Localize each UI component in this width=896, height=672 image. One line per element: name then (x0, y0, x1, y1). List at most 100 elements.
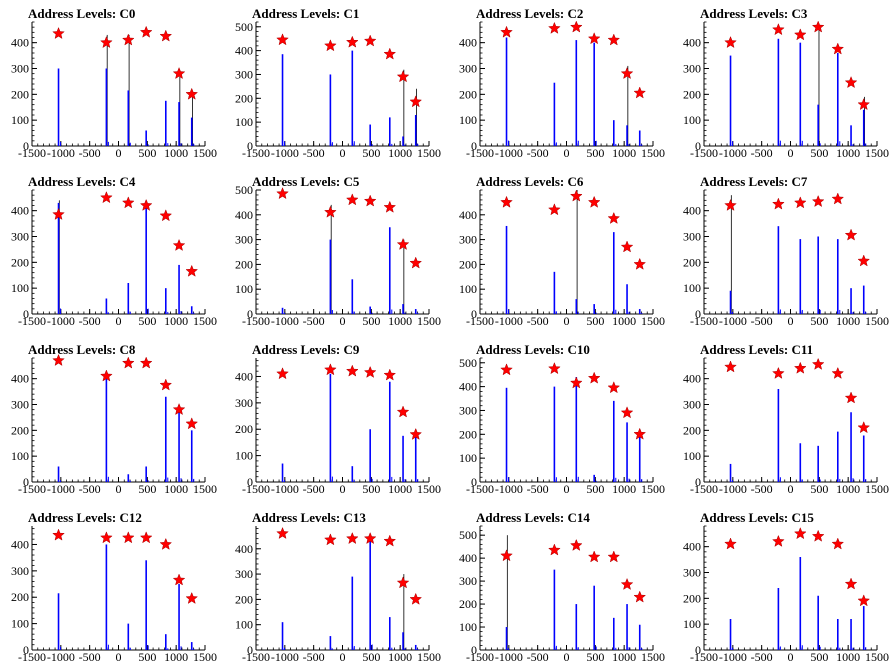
x-tick-label: 1000 (612, 650, 636, 664)
peak-marker (548, 362, 561, 375)
peak-marker (383, 368, 397, 381)
x-tick-label: 500 (362, 146, 380, 160)
y-tick-label: 0 (247, 307, 253, 321)
peak-marker (409, 427, 423, 440)
x-tick-label: -1500 (18, 482, 46, 496)
peak-marker (100, 369, 113, 382)
x-tick-label: 0 (788, 314, 794, 328)
peak-marker (396, 576, 410, 589)
y-tick-label: 100 (683, 617, 701, 631)
y-tick-label: 0 (695, 139, 701, 153)
y-tick-label: 300 (11, 230, 29, 244)
peak-marker (569, 20, 583, 33)
x-tick-label: -1500 (18, 314, 46, 328)
y-tick-label: 0 (247, 643, 253, 657)
x-tick-label: 1500 (193, 314, 217, 328)
peak-marker (724, 360, 737, 373)
x-tick-label: -1500 (242, 146, 270, 160)
y-tick-label: 400 (459, 36, 477, 50)
peak-marker (363, 194, 377, 207)
peak-marker (324, 39, 337, 52)
chart-svg: 0 100 200 300 400 500 -1500 -1000 -500 0 500 1000 15… (235, 20, 441, 160)
x-tick-label: 1000 (164, 314, 188, 328)
x-tick-label: -500 (79, 482, 101, 496)
x-tick-label: -1000 (719, 650, 747, 664)
chart-title: Address Levels: C14 (476, 510, 590, 525)
peak-marker (811, 20, 825, 33)
x-tick-label: -1500 (242, 314, 270, 328)
y-tick-label: 100 (459, 451, 477, 465)
x-tick-label: 0 (340, 314, 346, 328)
x-tick-label: 0 (116, 482, 122, 496)
peak-marker (587, 32, 601, 45)
y-tick-label: 100 (11, 113, 29, 127)
y-tick-label: 300 (11, 398, 29, 412)
chart-panel: 0 100 200 300 400 500 -1500 -1000 -500 0 500 1000 15… (448, 336, 672, 504)
peak-marker (159, 29, 173, 42)
x-tick-label: -1000 (495, 314, 523, 328)
peak-marker (139, 25, 153, 38)
x-tick-label: -500 (303, 314, 325, 328)
x-tick-label: -500 (751, 650, 773, 664)
y-tick-label: 0 (23, 307, 29, 321)
chart-panel: 0 100 200 300 400 -1500 -1000 -500 0 500 1000 1500 A… (448, 0, 672, 168)
y-tick-label: 400 (11, 204, 29, 218)
y-tick-label: 400 (459, 551, 477, 565)
peak-marker (139, 198, 153, 211)
x-tick-label: -500 (303, 482, 325, 496)
x-tick-label: 500 (362, 314, 380, 328)
peak-marker (844, 76, 858, 89)
y-tick-label: 200 (459, 597, 477, 611)
peak-marker (185, 264, 199, 277)
y-tick-label: 500 (235, 183, 253, 197)
x-tick-label: -1000 (271, 314, 299, 328)
x-tick-label: 0 (564, 650, 570, 664)
y-tick-label: 100 (11, 449, 29, 463)
peak-marker (857, 254, 871, 267)
y-tick-label: 100 (683, 113, 701, 127)
x-tick-label: -1000 (47, 650, 75, 664)
x-tick-label: -1000 (719, 314, 747, 328)
x-tick-label: 1000 (612, 146, 636, 160)
peak-marker (276, 367, 289, 380)
x-tick-label: -1000 (271, 146, 299, 160)
y-tick-label: 200 (683, 255, 701, 269)
chart-panel: 0 100 200 300 400 -1500 -1000 -500 0 500 1000 1500 A… (448, 168, 672, 336)
y-tick-label: 200 (11, 255, 29, 269)
x-tick-label: 500 (586, 146, 604, 160)
x-tick-label: -500 (79, 146, 101, 160)
x-tick-label: 1000 (836, 482, 860, 496)
peak-marker (857, 421, 871, 434)
y-tick-label: 500 (235, 20, 253, 34)
chart-title: Address Levels: C15 (700, 510, 814, 525)
chart-panel: 0 100 200 300 400 -1500 -1000 -500 0 500 1000 1500 A… (672, 336, 896, 504)
chart-svg: 0 100 200 300 400 -1500 -1000 -500 0 500 1000 1500 (683, 189, 889, 328)
y-tick-label: 200 (459, 257, 477, 271)
y-tick-label: 400 (459, 208, 477, 222)
peak-marker (324, 533, 337, 546)
peak-marker (844, 391, 858, 404)
peak-marker (121, 33, 135, 46)
peak-marker (121, 356, 135, 369)
chart-title: Address Levels: C0 (28, 6, 136, 21)
peak-marker (159, 537, 173, 550)
chart-title: Address Levels: C11 (700, 342, 814, 357)
x-tick-label: -1500 (690, 314, 718, 328)
x-tick-label: 0 (340, 482, 346, 496)
y-tick-label: 300 (235, 67, 253, 81)
x-tick-label: 1000 (612, 482, 636, 496)
peak-marker (324, 363, 337, 376)
peak-marker (811, 357, 825, 370)
peak-marker (363, 365, 377, 378)
x-tick-label: 1500 (865, 146, 889, 160)
y-tick-label: 200 (11, 590, 29, 604)
y-tick-label: 0 (471, 643, 477, 657)
x-tick-label: 0 (564, 146, 570, 160)
y-tick-label: 300 (11, 62, 29, 76)
y-tick-label: 400 (11, 36, 29, 50)
x-tick-label: -1500 (466, 482, 494, 496)
peak-marker (100, 35, 113, 49)
x-tick-label: 500 (810, 314, 828, 328)
y-tick-label: 0 (695, 643, 701, 657)
x-tick-label: 1500 (865, 650, 889, 664)
